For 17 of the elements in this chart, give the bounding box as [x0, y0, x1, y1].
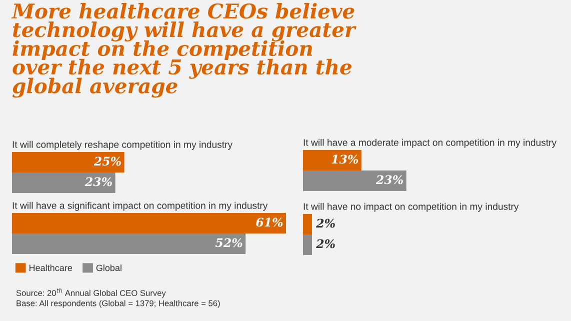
text: Base: All respondents (Global = 1379; Healthcare = 56) — [16, 300, 220, 308]
data-label: 2% — [316, 218, 335, 228]
data-label: 23% — [84, 177, 112, 186]
legend-label: Healthcare — [30, 264, 72, 272]
legend-label: Global — [96, 264, 122, 272]
data-label: 25% — [94, 156, 121, 166]
chart-subtitle: It will completely reshape competition in my industry — [12, 140, 232, 150]
data-label: 52% — [215, 238, 242, 248]
text: It will have a moderate impact on competition in my industry — [304, 138, 557, 148]
data-label: 61% — [256, 218, 283, 227]
data-label: 13% — [332, 154, 358, 164]
chart-subtitle: It will have a significant impact on competition in my industry — [12, 202, 268, 211]
data-label: 2% — [316, 239, 335, 248]
data-label: 23% — [376, 175, 403, 184]
source-note: Source: 20$^{th}$ Annual Global CEO Survey — [16, 288, 166, 298]
text: More healthcare CEOs believe technology will have a greater impact on the competition over the next 5 years than the global average — [11, 3, 356, 98]
text: It will have no impact on competition in my industry — [304, 202, 519, 212]
